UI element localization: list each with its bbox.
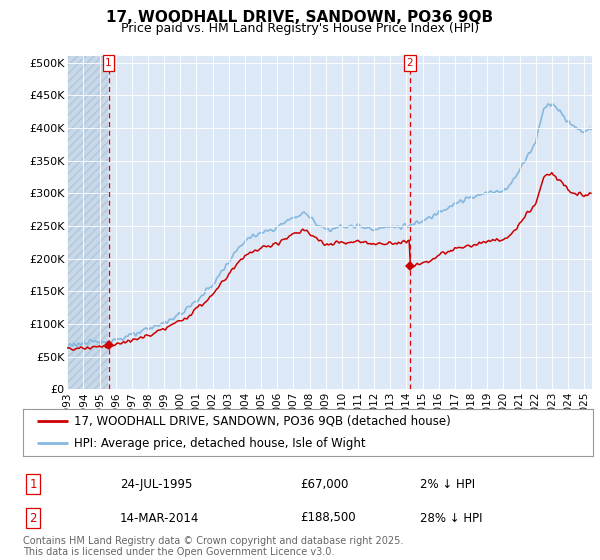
Text: 1: 1 <box>29 478 37 491</box>
Text: £188,500: £188,500 <box>300 511 356 525</box>
Text: 1: 1 <box>105 58 112 68</box>
Text: £67,000: £67,000 <box>300 478 349 491</box>
Text: 14-MAR-2014: 14-MAR-2014 <box>120 511 199 525</box>
Text: 2% ↓ HPI: 2% ↓ HPI <box>420 478 475 491</box>
Text: Contains HM Land Registry data © Crown copyright and database right 2025.
This d: Contains HM Land Registry data © Crown c… <box>23 535 403 557</box>
Bar <box>67 56 107 389</box>
Text: 28% ↓ HPI: 28% ↓ HPI <box>420 511 482 525</box>
Text: HPI: Average price, detached house, Isle of Wight: HPI: Average price, detached house, Isle… <box>74 437 366 450</box>
Text: 2: 2 <box>29 511 37 525</box>
Text: 17, WOODHALL DRIVE, SANDOWN, PO36 9QB (detached house): 17, WOODHALL DRIVE, SANDOWN, PO36 9QB (d… <box>74 414 451 427</box>
Text: 17, WOODHALL DRIVE, SANDOWN, PO36 9QB: 17, WOODHALL DRIVE, SANDOWN, PO36 9QB <box>106 10 494 25</box>
Text: 24-JUL-1995: 24-JUL-1995 <box>120 478 193 491</box>
Text: Price paid vs. HM Land Registry's House Price Index (HPI): Price paid vs. HM Land Registry's House … <box>121 22 479 35</box>
Text: 2: 2 <box>407 58 413 68</box>
